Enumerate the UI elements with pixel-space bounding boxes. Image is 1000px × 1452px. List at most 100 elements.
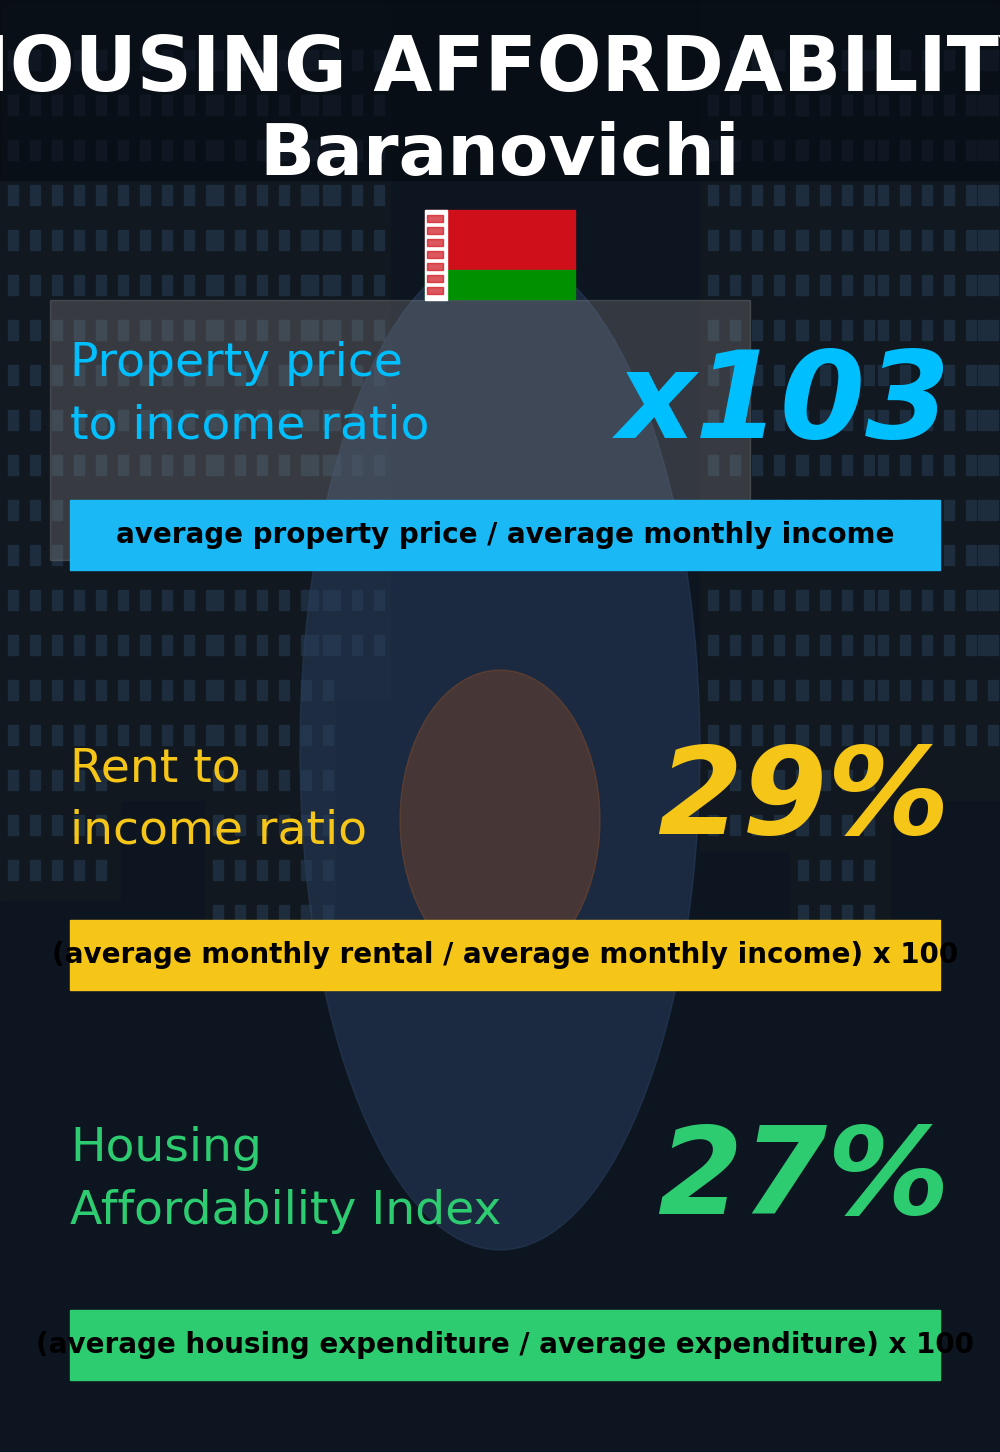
Text: (average housing expenditure / average expenditure) x 100: (average housing expenditure / average e… [36,1331,974,1359]
Bar [52,319,62,340]
Bar [206,229,216,250]
Bar [944,409,954,430]
Bar [352,319,362,340]
Bar [730,184,740,205]
Bar [118,680,128,700]
Bar [922,544,932,565]
Bar [74,274,84,295]
Bar [922,49,932,70]
Bar [235,229,245,250]
Bar [96,590,106,610]
Bar [213,815,223,835]
Bar [213,139,223,160]
Bar [374,409,384,430]
Bar [96,725,106,745]
Bar [352,590,362,610]
Bar [730,94,740,115]
Bar [730,274,740,295]
Bar [922,139,932,160]
Bar [798,229,808,250]
Bar [257,815,267,835]
Bar [774,499,784,520]
Bar [752,229,762,250]
Bar [374,364,384,385]
Bar [900,274,910,295]
Bar [864,815,874,835]
Bar [279,364,289,385]
Bar [184,499,194,520]
Bar [301,364,311,385]
Bar [864,229,874,250]
Bar [52,770,62,790]
Bar [279,184,289,205]
Bar [74,94,84,115]
Bar [752,274,762,295]
Bar [257,499,267,520]
Bar [352,409,362,430]
Bar [944,454,954,475]
Bar [774,409,784,430]
Bar [213,229,223,250]
Bar [301,454,311,475]
Bar [323,680,333,700]
Bar [118,94,128,115]
Bar [323,770,333,790]
Bar [308,499,318,520]
Bar [988,49,998,70]
Bar [70,499,940,571]
Bar [308,139,318,160]
Bar [842,94,852,115]
Bar [118,274,128,295]
Bar [213,499,223,520]
Bar [427,227,443,234]
Bar [213,680,223,700]
Bar [323,905,333,925]
Bar [796,499,806,520]
Bar [864,319,874,340]
Bar [118,229,128,250]
Bar [842,364,852,385]
Bar [864,635,874,655]
Bar [730,364,740,385]
Bar [752,49,762,70]
Bar [796,49,806,70]
Bar [8,49,18,70]
Bar [118,139,128,160]
Bar [988,229,998,250]
Bar [206,364,216,385]
Bar [730,499,740,520]
Bar [374,229,384,250]
Bar [966,635,976,655]
Bar [8,815,18,835]
Bar [330,274,340,295]
Bar [796,94,806,115]
Bar [257,364,267,385]
Bar [820,139,830,160]
Bar [308,364,318,385]
Bar [184,364,194,385]
Bar [301,319,311,340]
Bar [8,409,18,430]
Bar [842,229,852,250]
Bar [427,251,443,258]
Bar [978,590,988,610]
Bar [374,635,384,655]
Bar [235,409,245,430]
Bar [30,590,40,610]
Bar [279,635,289,655]
Bar [864,274,874,295]
Bar [978,409,988,430]
Bar [140,499,150,520]
Bar [922,590,932,610]
Bar [352,499,362,520]
Bar [30,680,40,700]
Bar [96,860,106,880]
Bar [279,590,289,610]
Bar [730,590,740,610]
Bar [820,590,830,610]
Bar [944,94,954,115]
Bar [988,590,998,610]
Bar [184,725,194,745]
Bar [752,94,762,115]
Bar [30,94,40,115]
